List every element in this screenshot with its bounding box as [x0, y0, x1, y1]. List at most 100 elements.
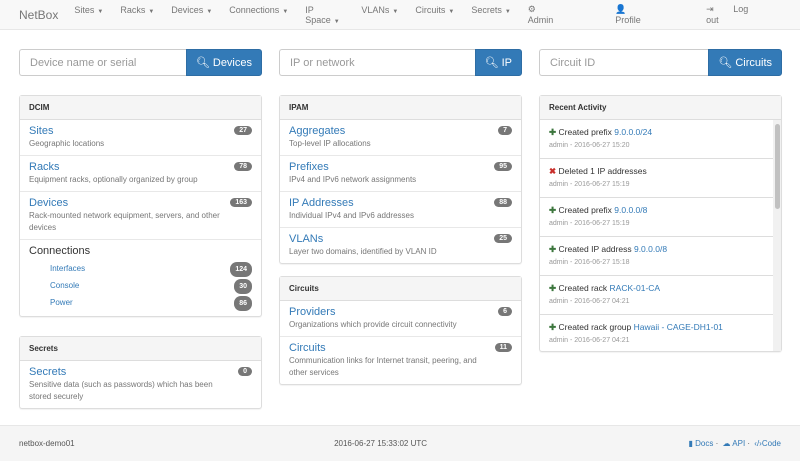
- api-link[interactable]: ☁ API: [722, 439, 746, 448]
- circuits-panel: Circuits Providers Organizations which pr…: [279, 276, 522, 385]
- device-search: 🔍︎ Devices: [19, 49, 262, 76]
- item-link[interactable]: Power: [50, 298, 73, 307]
- connections-item: Connections Interfaces 124 Console 30 Power 8…: [20, 239, 261, 316]
- hostname: netbox-demo01: [19, 439, 75, 448]
- item-link[interactable]: IP Addresses: [289, 197, 354, 209]
- brand-logo[interactable]: NetBox: [19, 7, 59, 22]
- ip-search-button[interactable]: 🔍︎ IP: [474, 49, 522, 76]
- plus-icon: ✚: [549, 283, 557, 293]
- item-link[interactable]: Sites: [29, 125, 54, 137]
- plus-icon: ✚: [549, 322, 557, 332]
- activity-item: ✚ Created prefix 9.0.0.0/8 admin - 2016-0…: [540, 197, 773, 236]
- panel-heading: Secrets: [20, 337, 261, 361]
- nav-menu-devices[interactable]: Devices ▼: [171, 4, 213, 15]
- caret-down-icon: ▼: [97, 8, 104, 15]
- item-link[interactable]: Aggregates: [289, 125, 346, 137]
- footer: netbox-demo01 2016-06-27 15:33:02 UTC ▮ …: [0, 425, 800, 461]
- activity-link[interactable]: RACK-01-CA: [609, 283, 661, 293]
- activity-meta: admin - 2016-06-27 04:21: [549, 298, 630, 305]
- item-description: Communication links for Internet transit…: [289, 356, 477, 377]
- item-link[interactable]: Interfaces: [50, 264, 86, 273]
- nav-menu-ip-space[interactable]: IP Space ▼: [305, 4, 340, 25]
- activity-link[interactable]: 9.0.0.0/8: [633, 244, 668, 254]
- item-link[interactable]: Providers: [289, 306, 336, 318]
- count-badge: 25: [494, 234, 512, 243]
- list-item-aggregates: Aggregates Top-level IP allocations 7: [280, 120, 521, 155]
- list-item-providers: Providers Organizations which provide cir…: [280, 301, 521, 336]
- nav-menu-connections[interactable]: Connections ▼: [229, 4, 289, 15]
- list-item-secrets: Secrets Sensitive data (such as passwords…: [20, 361, 261, 408]
- column-activity: 🔍︎ Circuits Recent Activity ✚ Created pr…: [539, 0, 782, 352]
- item-link[interactable]: Devices: [29, 197, 69, 209]
- caret-down-icon: ▼: [448, 8, 455, 15]
- nav-menu-vlans[interactable]: VLANs ▼: [361, 4, 399, 15]
- code-icon: ‹/›: [754, 439, 762, 448]
- ipam-panel: IPAM Aggregates Top-level IP allocations 7…: [279, 95, 522, 264]
- count-badge: 0: [238, 367, 252, 376]
- item-description: IPv4 and IPv6 network assignments: [289, 175, 417, 184]
- item-description: Rack-mounted network equipment, servers,…: [29, 211, 220, 232]
- list-item-ip-addresses: IP Addresses Individual IPv4 and IPv6 add…: [280, 191, 521, 227]
- scrollbar[interactable]: [773, 120, 781, 351]
- item-description: Top-level IP allocations: [289, 139, 371, 148]
- list-item-devices: Devices Rack-mounted network equipment, s…: [20, 191, 261, 239]
- count-badge: 78: [234, 162, 252, 171]
- item-link[interactable]: Circuits: [289, 342, 326, 354]
- item-link[interactable]: Prefixes: [289, 161, 329, 173]
- count-badge: 86: [234, 296, 252, 311]
- panel-heading: DCIM: [20, 96, 261, 120]
- logout-link[interactable]: ⇥ Log out: [706, 4, 749, 25]
- gear-icon: ⚙: [527, 4, 536, 14]
- list-item-prefixes: Prefixes IPv4 and IPv6 network assignment…: [280, 155, 521, 191]
- nav-menu-racks[interactable]: Racks ▼: [120, 4, 155, 15]
- profile-link[interactable]: 👤 Profile: [615, 4, 641, 25]
- admin-link[interactable]: ⚙ Admin: [527, 4, 554, 25]
- item-link[interactable]: Secrets: [29, 366, 67, 378]
- code-link[interactable]: ‹/›Code: [754, 439, 781, 448]
- count-badge: 11: [494, 343, 512, 352]
- item-description: Individual IPv4 and IPv6 addresses: [289, 211, 414, 220]
- list-item-sites: Sites Geographic locations 27: [20, 120, 261, 155]
- list-item-vlans: VLANs Layer two domains, identified by VL…: [280, 227, 521, 263]
- connection-item-console: Console 30: [29, 277, 252, 294]
- caret-down-icon: ▼: [148, 8, 155, 15]
- cloud-icon: ☁: [722, 439, 731, 448]
- circuit-search: 🔍︎ Circuits: [539, 49, 782, 76]
- circuit-search-input[interactable]: [539, 49, 709, 76]
- search-icon: 🔍︎: [195, 57, 210, 69]
- activity-link[interactable]: 9.0.0.0/8: [614, 205, 648, 215]
- activity-link[interactable]: Hawaii - CAGE-DH1-01: [633, 322, 723, 332]
- panel-heading: Circuits: [280, 277, 521, 301]
- list-item-circuits: Circuits Communication links for Internet…: [280, 336, 521, 384]
- activity-item: ✖ Deleted 1 IP addresses admin - 2016-06…: [540, 158, 773, 197]
- docs-link[interactable]: ▮ Docs: [688, 439, 714, 448]
- item-link[interactable]: Racks: [29, 161, 60, 173]
- nav-menu-circuits[interactable]: Circuits ▼: [415, 4, 455, 15]
- count-badge: 88: [494, 198, 512, 207]
- caret-down-icon: ▼: [282, 8, 289, 15]
- plus-icon: ✚: [549, 127, 557, 137]
- navbar: NetBox Sites ▼ Racks ▼ Devices ▼ Connections ▼ I…: [0, 0, 800, 30]
- device-search-button[interactable]: 🔍︎ Devices: [185, 49, 262, 76]
- nav-menu-sites[interactable]: Sites ▼: [74, 4, 104, 15]
- activity-item: ✚ Created rack RACK-01-CA admin - 2016-06…: [540, 275, 773, 314]
- nav-menu-secrets[interactable]: Secrets ▼: [471, 4, 511, 15]
- scrollbar-thumb[interactable]: [775, 124, 780, 209]
- activity-item: ✚ Created rack group Hawaii - CAGE-DH1-0…: [540, 314, 773, 351]
- device-search-input[interactable]: [19, 49, 186, 76]
- item-link[interactable]: VLANs: [289, 233, 324, 245]
- activity-item: ✚ Created prefix 9.0.0.0/24 admin - 2016-…: [540, 120, 773, 158]
- server-time: 2016-06-27 15:33:02 UTC: [334, 439, 428, 448]
- ip-search-input[interactable]: [279, 49, 475, 76]
- item-description: Organizations which provide circuit conn…: [289, 320, 457, 329]
- circuit-search-button[interactable]: 🔍︎ Circuits: [708, 49, 782, 76]
- count-badge: 163: [230, 198, 252, 207]
- activity-link[interactable]: 9.0.0.0/24: [614, 127, 653, 137]
- item-link[interactable]: Console: [50, 281, 80, 290]
- item-description: Sensitive data (such as passwords) which…: [29, 380, 213, 401]
- count-badge: 6: [498, 307, 512, 316]
- activity-meta: admin - 2016-06-27 04:21: [549, 337, 630, 344]
- activity-meta: admin - 2016-06-27 15:18: [549, 259, 630, 266]
- caret-down-icon: ▼: [333, 18, 340, 25]
- item-description: Layer two domains, identified by VLAN ID: [289, 247, 437, 256]
